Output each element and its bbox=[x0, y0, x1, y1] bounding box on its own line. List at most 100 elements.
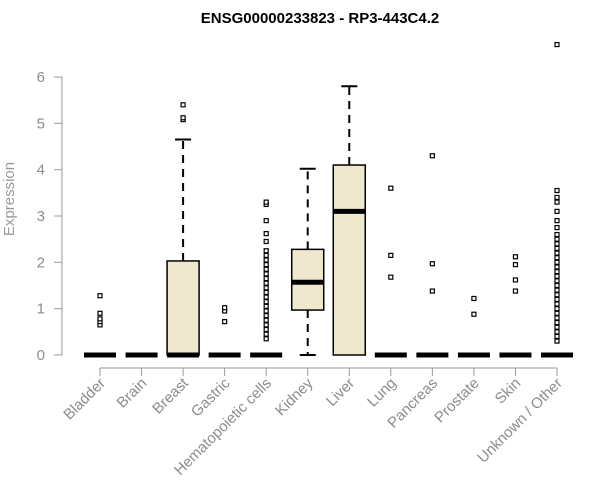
x-tick-label: Lung bbox=[364, 375, 400, 411]
box-hematopoietic-cells bbox=[250, 199, 283, 358]
box-prostate bbox=[457, 295, 490, 358]
y-tick-label: 0 bbox=[37, 347, 45, 364]
outlier-point bbox=[263, 231, 269, 237]
box-body bbox=[332, 164, 367, 356]
y-tick-label: 1 bbox=[37, 301, 45, 318]
y-tick-label: 5 bbox=[37, 115, 45, 132]
outlier-point bbox=[554, 324, 560, 330]
outlier-point bbox=[512, 277, 519, 283]
chart-title: ENSG00000233823 - RP3-443C4.2 bbox=[201, 10, 440, 27]
outlier-point bbox=[263, 336, 269, 342]
outlier-point bbox=[554, 208, 560, 214]
outlier-point bbox=[554, 187, 560, 194]
outlier-point bbox=[554, 315, 560, 321]
outlier-point bbox=[263, 303, 269, 309]
outlier-point bbox=[554, 329, 560, 335]
outlier-point bbox=[554, 273, 560, 279]
x-tick-label: Kidney bbox=[272, 374, 317, 419]
outlier-point bbox=[263, 331, 269, 337]
outlier-point bbox=[388, 274, 394, 280]
outlier-point bbox=[471, 295, 477, 302]
outlier-point bbox=[263, 308, 269, 314]
outlier-point bbox=[97, 293, 103, 299]
outlier-point bbox=[554, 231, 560, 238]
outlier-point bbox=[554, 296, 560, 302]
outlier-point bbox=[554, 310, 560, 316]
outlier-point bbox=[263, 266, 269, 272]
outlier-point bbox=[554, 241, 560, 247]
outlier-point bbox=[222, 305, 228, 311]
outlier-point bbox=[263, 262, 269, 268]
outlier-point bbox=[263, 322, 269, 328]
outlier-point bbox=[554, 301, 560, 307]
outlier-point bbox=[263, 275, 269, 282]
outlier-point bbox=[554, 199, 560, 205]
outlier-point bbox=[554, 218, 560, 224]
outlier-point bbox=[554, 269, 560, 275]
box-kidney bbox=[290, 167, 325, 356]
y-tick-label: 4 bbox=[37, 162, 45, 179]
outlier-point bbox=[263, 294, 269, 300]
y-tick-label: 6 bbox=[37, 69, 45, 86]
outlier-point bbox=[180, 102, 186, 108]
outlier-point bbox=[554, 264, 560, 270]
box-bladder bbox=[84, 293, 116, 358]
outlier-point bbox=[554, 278, 560, 284]
box-liver bbox=[332, 85, 367, 356]
x-tick-label: Bladder bbox=[60, 375, 109, 424]
outlier-point bbox=[263, 280, 269, 286]
box-breast bbox=[166, 102, 200, 358]
box-lung bbox=[374, 185, 407, 358]
outlier-point bbox=[554, 194, 560, 201]
outlier-point bbox=[554, 282, 560, 289]
outlier-point bbox=[263, 252, 269, 258]
outlier-point bbox=[263, 218, 269, 224]
outlier-point bbox=[554, 319, 560, 326]
outlier-point bbox=[554, 306, 560, 312]
outlier-point bbox=[429, 288, 435, 294]
outlier-point bbox=[263, 257, 269, 263]
y-tick-label: 2 bbox=[37, 254, 45, 271]
box-gastric bbox=[208, 305, 241, 358]
outlier-point bbox=[554, 255, 560, 261]
outlier-point bbox=[554, 287, 560, 293]
outlier-point bbox=[263, 248, 269, 254]
outlier-point bbox=[554, 333, 560, 340]
outlier-point bbox=[263, 317, 269, 323]
outlier-point bbox=[97, 310, 103, 316]
outlier-point bbox=[97, 316, 103, 322]
outlier-point bbox=[263, 299, 269, 305]
outlier-point bbox=[512, 254, 519, 260]
outlier-point bbox=[429, 261, 435, 267]
outlier-point bbox=[554, 236, 560, 242]
x-tick-label: Liver bbox=[323, 375, 358, 410]
outlier-point bbox=[471, 311, 477, 317]
outlier-point bbox=[554, 250, 560, 256]
box-body bbox=[166, 260, 200, 356]
outlier-point bbox=[554, 259, 560, 265]
outlier-point bbox=[263, 271, 269, 277]
x-tick-label: Breast bbox=[149, 374, 192, 417]
outlier-point bbox=[554, 224, 560, 231]
outlier-point bbox=[388, 252, 394, 258]
outlier-point bbox=[429, 153, 435, 159]
outlier-point bbox=[263, 285, 269, 291]
y-axis-label: Expression bbox=[1, 162, 18, 236]
box-skin bbox=[499, 254, 532, 358]
outlier-point bbox=[554, 338, 560, 344]
y-axis: 0 1 2 3 4 5 6 bbox=[37, 69, 63, 364]
outlier-point bbox=[554, 292, 560, 298]
outlier-point bbox=[388, 185, 394, 191]
outlier-point bbox=[263, 313, 269, 319]
outlier-point bbox=[512, 262, 519, 268]
outlier-point bbox=[263, 326, 269, 333]
x-tick-label: Skin bbox=[492, 375, 525, 408]
outlier-point bbox=[180, 115, 186, 121]
y-tick-label: 3 bbox=[37, 208, 45, 225]
box-unknown-other bbox=[541, 41, 573, 358]
box-pancreas bbox=[416, 153, 449, 358]
plot-area bbox=[84, 41, 573, 358]
box-body bbox=[290, 248, 325, 311]
